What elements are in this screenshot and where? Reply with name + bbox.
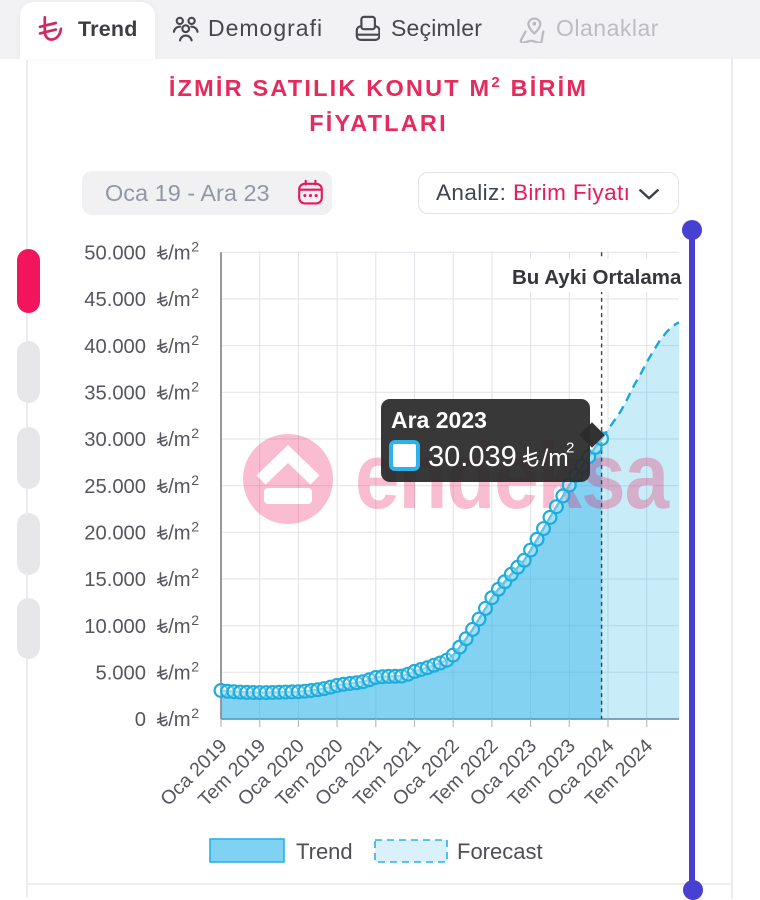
svg-text:2: 2 — [191, 705, 199, 721]
svg-text:10.000: 10.000 — [84, 616, 146, 638]
svg-text:/m: /m — [168, 336, 190, 358]
svg-text:/m: /m — [168, 569, 190, 591]
svg-text:0: 0 — [135, 709, 146, 731]
svg-text:/m: /m — [168, 243, 190, 265]
svg-text:2: 2 — [191, 519, 199, 535]
svg-text:2: 2 — [191, 565, 199, 581]
svg-text:/m: /m — [168, 616, 190, 638]
svg-text:2: 2 — [191, 285, 199, 301]
svg-text:Forecast: Forecast — [457, 839, 543, 864]
svg-text:30.039: 30.039 — [428, 441, 517, 473]
svg-text:30.000: 30.000 — [84, 429, 146, 451]
svg-text:35.000: 35.000 — [84, 383, 146, 405]
svg-text:20.000: 20.000 — [84, 523, 146, 545]
svg-text:40.000: 40.000 — [84, 336, 146, 358]
svg-text:15.000: 15.000 — [84, 569, 146, 591]
svg-text:2: 2 — [191, 472, 199, 488]
svg-text:/m: /m — [168, 429, 190, 451]
svg-text:5.000: 5.000 — [95, 663, 146, 685]
svg-text:2: 2 — [566, 440, 574, 457]
svg-text:/m: /m — [168, 663, 190, 685]
svg-text:2: 2 — [191, 425, 199, 441]
svg-text:/m: /m — [168, 709, 190, 731]
svg-text:/m: /m — [168, 289, 190, 311]
svg-text:50.000: 50.000 — [84, 243, 146, 265]
svg-text:2: 2 — [191, 239, 199, 255]
svg-text:2: 2 — [191, 379, 199, 395]
svg-text:2: 2 — [191, 332, 199, 348]
svg-text:2: 2 — [191, 612, 199, 628]
svg-text:25.000: 25.000 — [84, 476, 146, 498]
svg-text:45.000: 45.000 — [84, 289, 146, 311]
svg-text:2: 2 — [191, 659, 199, 675]
svg-text:Trend: Trend — [296, 839, 353, 864]
svg-text:/m: /m — [168, 523, 190, 545]
svg-text:/m: /m — [168, 383, 190, 405]
svg-text:Bu Ayki Ortalama: Bu Ayki Ortalama — [512, 266, 682, 289]
svg-text:/m: /m — [542, 445, 569, 472]
svg-text:/m: /m — [168, 476, 190, 498]
